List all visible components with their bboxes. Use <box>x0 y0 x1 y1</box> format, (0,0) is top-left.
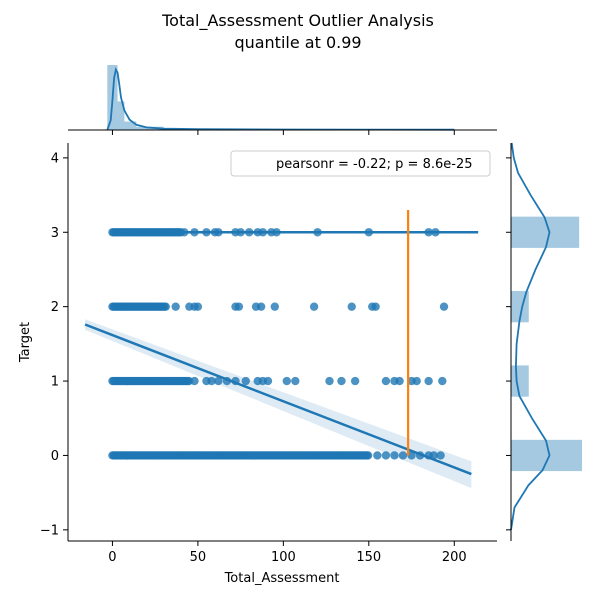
scatter-points-layer <box>108 228 449 460</box>
scatter-point <box>390 451 399 460</box>
confidence-band-layer <box>85 319 472 489</box>
scatter-point <box>381 451 391 460</box>
y-tick-label: 1 <box>51 375 59 390</box>
scatter-point <box>325 376 334 386</box>
y-tick-label: 0 <box>51 449 59 464</box>
scatter-point <box>337 376 346 386</box>
right-hist-bar <box>511 216 580 248</box>
x-tick-label: 100 <box>271 550 296 565</box>
y-tick-label: 4 <box>51 151 59 166</box>
right-marginal-distribution <box>506 142 582 541</box>
y-tick-label: −1 <box>40 523 59 538</box>
scatter-point <box>161 302 170 311</box>
x-tick-label: 0 <box>108 550 116 565</box>
regression-line <box>84 323 472 476</box>
legend: pearsonr = -0.22; p = 8.6e-25 <box>230 150 491 177</box>
scatter-point <box>438 376 447 386</box>
scatter-point <box>395 376 404 386</box>
x-tick-label: 200 <box>442 550 467 565</box>
x-tick-label: 150 <box>356 550 381 565</box>
legend-text: pearsonr = -0.22; p = 8.6e-25 <box>276 157 473 172</box>
scatter-point <box>412 376 421 386</box>
scatter-point <box>381 376 391 386</box>
right-hist-bar <box>511 365 529 397</box>
scatter-point <box>270 302 280 311</box>
scatter-point <box>234 302 244 311</box>
scatter-point <box>309 302 319 311</box>
scatter-point <box>171 302 180 311</box>
x-axis-label: Total_Assessment <box>224 571 340 586</box>
scatter-point <box>190 376 199 386</box>
chart-subtitle: quantile at 0.99 <box>234 33 361 52</box>
scatter-point <box>424 376 433 386</box>
scatter-point <box>214 376 223 386</box>
main-scatter-plot: 0 50 100 150 200 −1 0 1 2 3 4 pearsonr = -0.22; p … <box>18 143 497 586</box>
scatter-point <box>363 451 373 460</box>
scatter-point <box>371 302 380 311</box>
scatter-point <box>373 451 382 460</box>
scatter-point <box>263 376 273 386</box>
scatter-point <box>407 451 416 460</box>
top-marginal-distribution <box>68 65 497 135</box>
y-axis-label: Target <box>18 322 33 363</box>
scatter-point <box>256 302 266 311</box>
y-tick-label: 2 <box>51 300 59 315</box>
y-tick-label: 3 <box>51 226 59 241</box>
scatter-point <box>193 302 203 311</box>
scatter-point <box>350 376 360 386</box>
scatter-point <box>347 302 356 311</box>
top-hist-bar <box>124 121 137 130</box>
regression-lines-layer <box>84 209 479 476</box>
scatter-point <box>207 376 216 386</box>
chart-title: Total_Assessment Outlier Analysis <box>161 11 434 31</box>
scatter-point <box>436 451 445 460</box>
right-kde-curve <box>510 142 551 530</box>
top-hist-bar <box>117 101 125 130</box>
scatter-point <box>398 451 408 460</box>
top-kde-curve <box>106 66 455 131</box>
scatter-point <box>291 376 300 386</box>
regression-confidence-band <box>85 319 472 489</box>
legend-box <box>230 150 491 177</box>
x-tick-label: 50 <box>190 550 207 565</box>
axes-layer: 0 50 100 150 200 −1 0 1 2 3 4 <box>40 143 497 565</box>
scatter-point <box>439 302 449 311</box>
scatter-point <box>241 376 250 386</box>
scatter-point <box>282 376 291 386</box>
